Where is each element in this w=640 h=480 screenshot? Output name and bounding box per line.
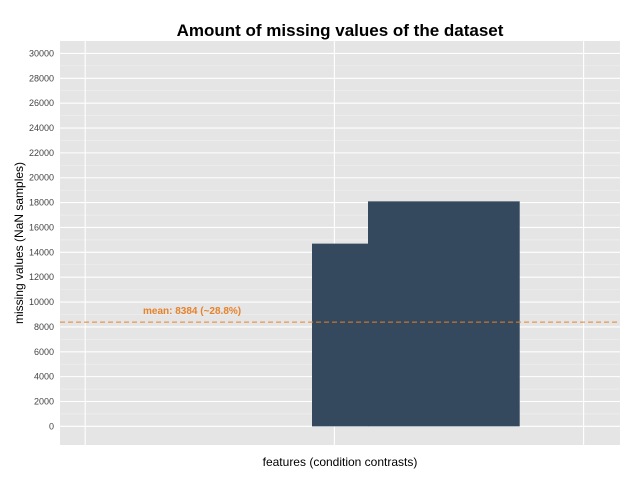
y-tick-label: 8000 bbox=[34, 322, 54, 332]
y-tick-label: 26000 bbox=[29, 98, 54, 108]
chart-title: Amount of missing values of the dataset bbox=[177, 21, 504, 40]
y-axis-label: missing values (NaN samples) bbox=[12, 162, 26, 324]
y-tick-label: 22000 bbox=[29, 148, 54, 158]
y-tick-label: 24000 bbox=[29, 123, 54, 133]
y-tick-label: 0 bbox=[49, 421, 54, 431]
y-tick-label: 30000 bbox=[29, 48, 54, 58]
bar bbox=[312, 243, 369, 427]
y-tick-label: 12000 bbox=[29, 272, 54, 282]
y-tick-label: 4000 bbox=[34, 372, 54, 382]
y-tick-label: 10000 bbox=[29, 297, 54, 307]
y-tick-label: 20000 bbox=[29, 173, 54, 183]
bar bbox=[368, 201, 520, 427]
x-axis-label: features (condition contrasts) bbox=[263, 455, 418, 469]
y-tick-label: 14000 bbox=[29, 247, 54, 257]
y-axis-ticks: 0 2000 4000 6000 8000 10000 12000 14000 16000 180… bbox=[29, 48, 54, 431]
y-tick-label: 18000 bbox=[29, 198, 54, 208]
y-tick-label: 2000 bbox=[34, 396, 54, 406]
y-tick-label: 16000 bbox=[29, 222, 54, 232]
y-tick-label: 28000 bbox=[29, 73, 54, 83]
mean-annotation: mean: 8384 (~28.8%) bbox=[143, 306, 241, 317]
bars bbox=[312, 201, 520, 427]
y-tick-label: 6000 bbox=[34, 347, 54, 357]
